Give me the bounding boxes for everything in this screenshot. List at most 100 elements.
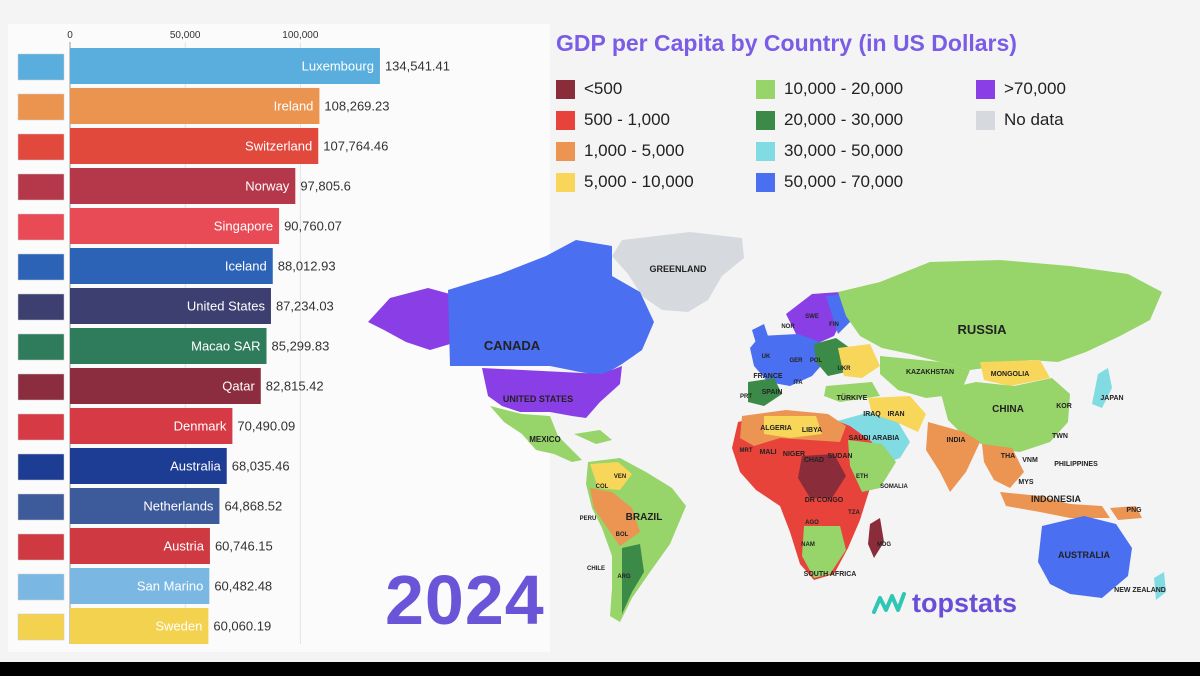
map-country-label: MONGOLIA bbox=[991, 371, 1030, 378]
bar-row: San Marino 60,482.48 bbox=[17, 568, 272, 604]
map-country-label: SWE bbox=[805, 314, 819, 320]
legend-item: No data bbox=[976, 109, 1064, 131]
map-region-madagascar bbox=[868, 518, 884, 558]
legend-item: 500 - 1,000 bbox=[556, 109, 670, 131]
country-flag-icon bbox=[17, 173, 65, 201]
legend-swatch bbox=[756, 172, 775, 192]
map-country-label: KOR bbox=[1056, 403, 1072, 410]
x-tick-label: 100,000 bbox=[282, 30, 319, 41]
bar-chart: 0 50,000 100,000 Luxembourg 134,541.41 Irelan… bbox=[17, 30, 450, 644]
map-country-label: MRT bbox=[740, 448, 753, 454]
legend-swatch bbox=[556, 172, 575, 192]
map-country-label: ALGERIA bbox=[760, 425, 792, 432]
bar-category-label: Ireland bbox=[274, 99, 314, 114]
map-region-se-asia bbox=[982, 444, 1024, 488]
map-country-label: BRAZIL bbox=[626, 512, 663, 523]
map-country-label: TZA bbox=[848, 510, 860, 516]
legend-label: 10,000 - 20,000 bbox=[784, 79, 904, 98]
country-flag-icon bbox=[17, 293, 65, 321]
bar-value-label: 60,482.48 bbox=[214, 579, 272, 594]
map-region-uk bbox=[752, 324, 770, 350]
year-label: 2024 bbox=[385, 561, 545, 639]
map-country-label: MALI bbox=[759, 449, 776, 456]
map-region-china bbox=[940, 378, 1070, 452]
legend-swatch bbox=[756, 141, 775, 161]
map-region-algeria-libya bbox=[764, 416, 822, 438]
map-country-label: KAZAKHSTAN bbox=[906, 369, 954, 376]
bar-value-label: 107,764.46 bbox=[323, 139, 388, 154]
map-country-label: IRAN bbox=[887, 411, 904, 418]
legend-item: 1,000 - 5,000 bbox=[556, 140, 684, 162]
bar-row: Luxembourg 134,541.41 bbox=[17, 48, 450, 84]
bar-row: Sweden 60,060.19 bbox=[17, 608, 271, 644]
map-country-label: NAM bbox=[801, 542, 815, 548]
map-region-greenland bbox=[612, 232, 744, 312]
map-country-labels: GREENLAND CANADA UNITED STATES MEXICO RUSSIA… bbox=[484, 264, 1166, 594]
bar-category-label: United States bbox=[187, 299, 266, 314]
legend-label: 50,000 - 70,000 bbox=[784, 172, 904, 191]
map-country-label: TÜRKIYE bbox=[837, 393, 868, 402]
brand-name: topstats bbox=[912, 588, 1018, 618]
map-region-alaska bbox=[368, 288, 450, 350]
bar bbox=[70, 608, 209, 644]
map-country-label: SOUTH AFRICA bbox=[804, 571, 857, 578]
map-region-ven-col bbox=[590, 462, 632, 490]
country-flag-icon bbox=[17, 413, 65, 441]
bar-value-label: 82,815.42 bbox=[266, 379, 324, 394]
bar bbox=[70, 448, 227, 484]
bar-row: Qatar 82,815.42 bbox=[17, 368, 324, 404]
x-tick-label: 50,000 bbox=[170, 30, 201, 41]
topstats-logo-icon bbox=[872, 591, 906, 614]
map-country-label: ARG bbox=[617, 574, 631, 580]
bar-category-label: Australia bbox=[170, 459, 221, 474]
map-country-label: GREENLAND bbox=[649, 264, 707, 274]
legend-item: 30,000 - 50,000 bbox=[756, 140, 903, 162]
bar-category-label: Norway bbox=[245, 179, 290, 194]
bar bbox=[70, 408, 233, 444]
bar-value-label: 88,012.93 bbox=[278, 259, 336, 274]
bar-value-label: 85,299.83 bbox=[272, 339, 330, 354]
bar-value-label: 60,060.19 bbox=[213, 619, 271, 634]
legend-label: <500 bbox=[584, 79, 623, 98]
map-country-label: INDIA bbox=[946, 437, 965, 444]
legend-swatch bbox=[556, 110, 575, 130]
map-region-russia bbox=[838, 260, 1162, 370]
bar bbox=[70, 48, 380, 84]
legend-label: 20,000 - 30,000 bbox=[784, 110, 904, 129]
bar bbox=[70, 528, 210, 564]
country-flag-icon bbox=[17, 613, 65, 641]
bar-row: Switzerland 107,764.46 bbox=[17, 128, 388, 164]
map-region-argentina bbox=[622, 544, 644, 614]
map-country-label: PRT bbox=[740, 394, 752, 400]
map-country-label: COL bbox=[596, 484, 609, 490]
map-region-eastern-europe bbox=[838, 344, 880, 378]
map-country-label: SOMALIA bbox=[880, 484, 908, 490]
bar bbox=[70, 88, 320, 124]
bar-value-label: 70,490.09 bbox=[237, 419, 295, 434]
map-region-png bbox=[1110, 506, 1142, 520]
map-region-caribbean bbox=[574, 430, 612, 444]
bar-row: Norway 97,805.6 bbox=[17, 168, 351, 204]
map-country-label: NOR bbox=[781, 324, 795, 330]
map-region-kazakhstan bbox=[880, 356, 970, 398]
map-country-label: DR CONGO bbox=[805, 497, 844, 504]
map-country-label: CHILE bbox=[587, 566, 605, 572]
bar-value-label: 90,760.07 bbox=[284, 219, 342, 234]
map-country-label: PNG bbox=[1126, 507, 1142, 514]
map-country-label: PHILIPPINES bbox=[1054, 461, 1098, 468]
map-region-india bbox=[926, 422, 980, 492]
bar-row: Singapore 90,760.07 bbox=[17, 208, 342, 244]
bar-category-label: Austria bbox=[163, 539, 204, 554]
map-region-central-europe bbox=[814, 338, 850, 376]
legend-item: >70,000 bbox=[976, 78, 1066, 100]
bar-value-label: 64,868.52 bbox=[224, 499, 282, 514]
country-flag-icon bbox=[17, 213, 65, 241]
map-region-western-europe bbox=[750, 334, 828, 386]
map-region-mexico bbox=[490, 406, 582, 462]
bar-category-label: Netherlands bbox=[143, 499, 214, 514]
bar-category-label: Sweden bbox=[155, 619, 202, 634]
bar bbox=[70, 568, 210, 604]
bar-row: United States 87,234.03 bbox=[17, 288, 334, 324]
map-country-label: RUSSIA bbox=[957, 322, 1007, 337]
bar-row: Australia 68,035.46 bbox=[17, 448, 290, 484]
